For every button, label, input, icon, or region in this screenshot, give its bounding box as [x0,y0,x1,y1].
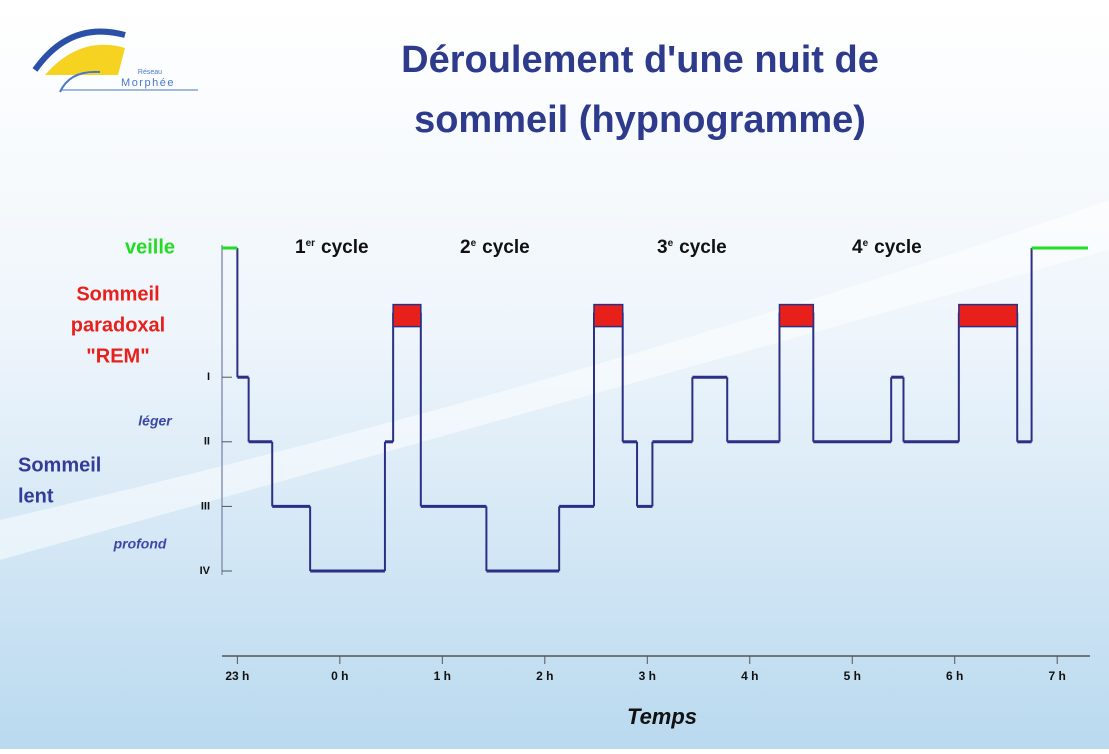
slow-label: Sommeil [18,454,101,476]
cycle-word: cycle [482,237,530,258]
x-tick-label: 1 h [434,669,451,683]
cycle-label: 2e cycle [460,237,530,258]
cycle-word: cycle [874,237,922,258]
cycle-number: 2 [460,237,471,258]
logo-name: Morphée [121,77,175,89]
rem-label: paradoxal [71,314,165,336]
cycle-suffix: e [668,238,674,249]
title-line: sommeil (hypnogramme) [414,99,866,141]
cycle-suffix: e [863,238,869,249]
rem-label: Sommeil [76,283,159,305]
rem-segment [778,303,815,328]
rem-segment [392,303,422,328]
rem-label: "REM" [86,345,149,367]
logo: Réseau Morphée [32,28,198,93]
cycle-word: cycle [321,237,369,258]
y-tick-label: I [207,371,210,383]
x-tick-label: 3 h [639,669,656,683]
swoosh [0,0,1109,560]
x-tick-label: 5 h [844,669,861,683]
x-tick-label: 23 h [225,669,249,683]
x-tick-label: 2 h [536,669,553,683]
cycle-suffix: e [471,238,477,249]
x-tick-label: 4 h [741,669,758,683]
logo-top: Réseau [138,69,162,76]
x-tick-label: 7 h [1049,669,1066,683]
cycle-label: 4e cycle [852,237,922,258]
cycle-label: 3e cycle [657,237,727,258]
deep-label: profond [113,536,167,552]
cycle-word: cycle [679,237,727,258]
y-tick-label: II [204,436,210,448]
cycle-suffix: er [306,238,316,249]
y-tick-label: III [201,500,210,512]
wake-label: veille [125,236,175,258]
cycle-number: 1 [295,237,306,258]
x-tick-label: 0 h [331,669,348,683]
cycle-label: 1er cycle [295,237,369,258]
rem-segment [958,303,1018,328]
light-label: léger [138,413,173,429]
logo-sun [45,44,125,75]
rem-segment [593,303,624,328]
cycle-number: 3 [657,237,668,258]
x-tick-label: 6 h [946,669,963,683]
cycles: 1er cycle 2e cycle 3e cycle 4e cycle [295,237,922,258]
logo-arc [59,70,101,93]
title-line: Déroulement d'une nuit de [401,39,879,81]
x-axis-label: Temps [627,704,697,729]
cycle-number: 4 [852,237,863,258]
logo-arc [32,28,126,72]
y-tick-label: IV [200,565,211,577]
slow-label: lent [18,485,54,507]
